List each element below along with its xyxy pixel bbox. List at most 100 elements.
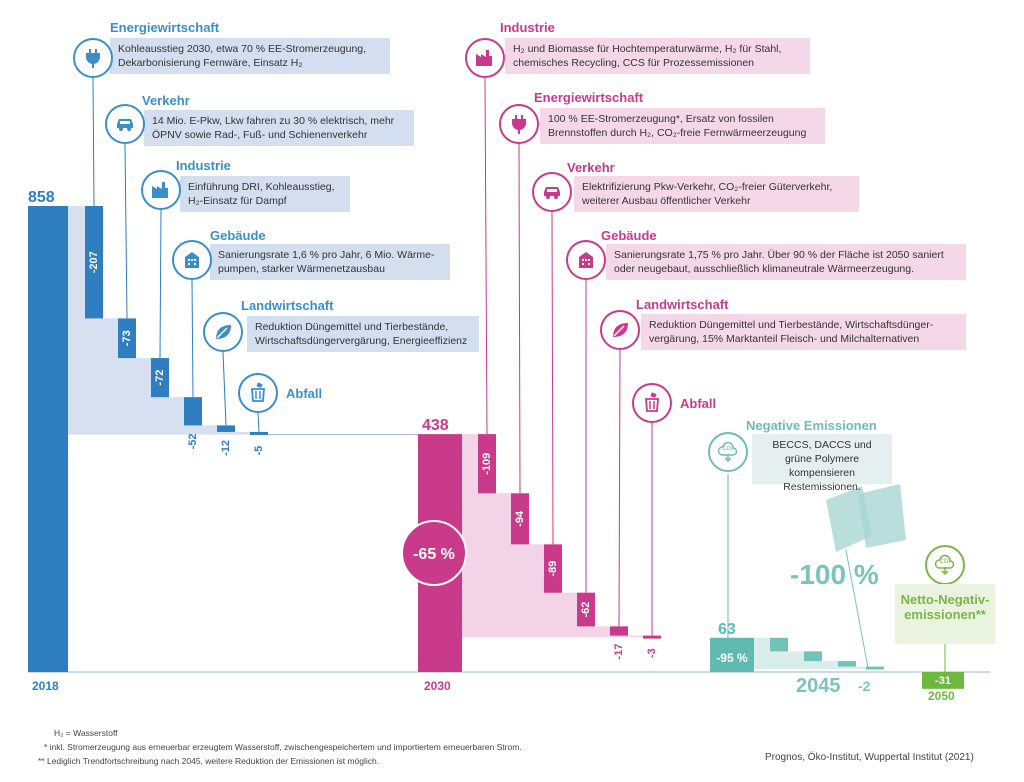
factory-icon [465, 38, 505, 78]
bar-2045-start [710, 637, 754, 672]
connector-tile [845, 549, 869, 669]
connector-p2-1 [518, 143, 521, 494]
bar-p2-step-2 [544, 544, 562, 593]
connector-p1-4 [222, 351, 227, 426]
label-p2-verkehr: Verkehr [567, 160, 615, 175]
value-p2-step-0: -109 [481, 453, 493, 475]
value-p1-step-0: -207 [88, 251, 100, 273]
value-p1-step-1: -73 [121, 330, 133, 346]
bar-p2-step-3 [577, 592, 595, 627]
text-p1-energiewirtschaft: Kohleausstieg 2030, etwa 70 % EE-Stromer… [110, 38, 390, 74]
label-p1-gebaeude: Gebäude [210, 228, 266, 243]
bar-p1-step-4 [217, 425, 235, 432]
value-p1-step-2: -72 [154, 370, 166, 386]
year-2018: 2018 [32, 679, 59, 693]
value-p2-step-5: -3 [646, 648, 658, 658]
trash-icon [238, 373, 278, 413]
bar-p3-step-3 [866, 666, 884, 670]
bar-2018 [28, 206, 68, 672]
connector-p2-0 [484, 77, 488, 435]
leaf-icon [203, 312, 243, 352]
connector-p1-3 [191, 279, 194, 398]
connector-p1-2 [159, 209, 162, 359]
value-2018: 858 [28, 189, 55, 206]
bar-p3-step-1 [804, 651, 822, 662]
bar-p1-step-3 [184, 397, 202, 426]
text-p1-landwirtschaft: Reduktion Düngemittel und Tierbestände, … [247, 316, 479, 352]
value-p2-step-4: -17 [613, 644, 625, 660]
co2-symbol-net: CO₂ [939, 559, 951, 565]
bar-p1-step-5 [250, 431, 268, 435]
text-p2-industrie: H₂ und Biomasse für Hochtemperaturwärme,… [505, 38, 810, 74]
year-2030: 2030 [424, 679, 451, 693]
value-p3-last: -2 [858, 678, 871, 694]
value-2030: 438 [422, 417, 449, 434]
bar-p1-step-2 [151, 358, 169, 398]
bar-p2-step-4 [610, 626, 628, 636]
label-p1-industrie: Industrie [176, 158, 231, 173]
year-2045: 2045 [796, 675, 841, 697]
tile-2 [858, 484, 906, 548]
label-p2-abfall: Abfall [680, 396, 717, 411]
chart-labels: 858 2018 -207 -73 -72 -52 -12 -5 438 2030 -65 % -10… [28, 189, 955, 703]
circle-minus-65 [401, 520, 467, 586]
connector-p1-5 [257, 412, 260, 432]
value-p2-step-1: -94 [514, 510, 526, 527]
footnote-star: * inkl. Stromerzeugung aus erneuerbar er… [44, 742, 522, 752]
text-p1-industrie: Einführung DRI, Kohleausstieg, H₂-Einsat… [180, 176, 350, 212]
connector-p1-0 [92, 77, 95, 207]
label-net-negative: Netto-Negativ-emissionen** [900, 592, 990, 622]
label-p2-gebaeude: Gebäude [601, 228, 657, 243]
bar-p1-step-0 [85, 206, 103, 319]
footnote-double-star: ** Lediglich Trendfortschreibung nach 20… [38, 756, 380, 766]
text-p2-landwirtschaft: Reduktion Düngemittel und Tierbestände, … [641, 314, 966, 350]
bar-p2-step-0 [478, 434, 496, 494]
text-p1-gebaeude: Sanierungsrate 1,6 % pro Jahr, 6 Mio. Wä… [210, 244, 450, 280]
staircase-p2 [462, 434, 710, 638]
text-p2-verkehr: Elektrifizierung Pkw-Verkehr, CO₂-freier… [574, 176, 859, 212]
label-p2-energiewirtschaft: Energiewirtschaft [534, 90, 644, 105]
building-icon [566, 240, 606, 280]
text-p2-gebaeude: Sanierungsrate 1,75 % pro Jahr. Über 90 … [606, 244, 966, 280]
leaf-icon [600, 310, 640, 350]
year-2050: 2050 [928, 689, 955, 703]
co2-cloud-icon [925, 545, 965, 585]
footnote-h2: H₂ = Wasserstoff [54, 728, 118, 738]
label-negative-emissions: Negative Emissionen [746, 418, 877, 433]
percent-full: -100 % [790, 559, 879, 590]
value-2050: -31 [935, 675, 951, 687]
value-2045-start: 63 [718, 621, 736, 638]
factory-icon [141, 170, 181, 210]
bar-p2-step-5 [643, 635, 661, 639]
co2-cloud-icon [708, 432, 748, 472]
percent-2030: -65 % [413, 546, 455, 563]
value-p1-step-4: -12 [220, 440, 232, 456]
label-p1-abfall: Abfall [286, 386, 323, 401]
trash-icon [632, 383, 672, 423]
plug-icon [73, 38, 113, 78]
text-negative-emissions: BECCS, DACCS und grüne Polymere kompensi… [752, 434, 892, 493]
net-negative-box [895, 584, 995, 644]
bar-2050 [922, 672, 964, 689]
label-p2-industrie: Industrie [500, 20, 555, 35]
connector-p2-4 [618, 349, 621, 627]
bar-p1-step-1 [118, 318, 136, 359]
plug-icon [499, 104, 539, 144]
label-p1-verkehr: Verkehr [142, 93, 190, 108]
car-icon [532, 172, 572, 212]
chart-bars [28, 206, 964, 689]
bar-p2-step-1 [511, 493, 529, 545]
building-icon [172, 240, 212, 280]
bar-p3-step-2 [838, 661, 856, 667]
source-credit: Prognos, Öko-Institut, Wuppertal Institu… [765, 752, 974, 763]
label-p1-landwirtschaft: Landwirtschaft [241, 298, 334, 313]
label-p1-energiewirtschaft: Energiewirtschaft [110, 20, 220, 35]
value-p1-step-5: -5 [253, 446, 265, 456]
text-p2-energiewirtschaft: 100 % EE-Stromerzeugung*, Ersatz von fos… [540, 108, 825, 144]
percent-2045: -95 % [716, 651, 748, 665]
car-icon [105, 104, 145, 144]
text-p1-verkehr: 14 Mio. E-Pkw, Lkw fahren zu 30 % elektr… [144, 110, 414, 146]
connector-p2-2 [551, 211, 554, 545]
co2-symbol-negative: CO₂ [722, 446, 734, 452]
